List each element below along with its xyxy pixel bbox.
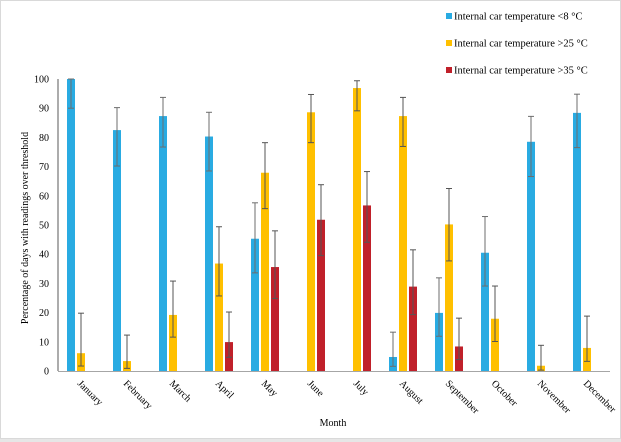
- x-tick-label: March: [167, 378, 193, 404]
- x-tick-label: April: [213, 378, 236, 401]
- x-tick-label: September: [443, 378, 481, 416]
- legend: Internal car temperature <8 °C Internal c…: [446, 12, 588, 77]
- bar-0-november: [527, 141, 535, 371]
- y-tick-label: 0: [44, 367, 49, 378]
- x-tick-label: February: [121, 378, 154, 411]
- y-tick-label: 20: [39, 308, 49, 319]
- x-tick-label: May: [259, 378, 280, 399]
- y-tick-label: 30: [39, 279, 49, 290]
- y-tick-label: 10: [39, 337, 49, 348]
- bars-layer: [67, 79, 591, 372]
- x-tick-label: December: [581, 378, 618, 415]
- x-tick-label: June: [305, 378, 326, 399]
- x-axis: January February March April May June July Augu…: [58, 371, 618, 417]
- bar-1-may: [261, 172, 269, 371]
- legend-label-2: Internal car temperature >35 °C: [454, 66, 588, 77]
- y-tick-label: 90: [39, 104, 49, 115]
- bar-2-august: [409, 286, 417, 371]
- y-tick-label: 60: [39, 191, 49, 202]
- bar-1-march: [169, 314, 177, 371]
- legend-swatch-1: [446, 40, 452, 46]
- x-tick-label: July: [351, 378, 371, 398]
- bar-1-july: [353, 88, 361, 371]
- y-tick-label: 40: [39, 250, 49, 261]
- bar-1-june: [307, 112, 315, 372]
- legend-swatch-2: [446, 67, 452, 73]
- bar-0-february: [113, 130, 121, 371]
- y-tick-label: 70: [39, 162, 49, 173]
- error-bars-layer: [68, 78, 590, 371]
- legend-label-0: Internal car temperature <8 °C: [454, 12, 582, 23]
- y-tick-label: 100: [34, 75, 49, 86]
- x-tick-label: November: [535, 378, 573, 416]
- x-tick-label: October: [489, 378, 520, 409]
- x-tick-label: August: [397, 378, 425, 406]
- bar-0-december: [573, 112, 581, 371]
- bar-0-january: [67, 79, 75, 371]
- y-axis: 0 10 20 30 40 50 60 70 80 90 100: [34, 75, 59, 378]
- y-axis-title: Percentage of days with readings over th…: [20, 132, 31, 324]
- bar-1-october: [491, 318, 499, 371]
- bar-1-april: [215, 263, 223, 371]
- x-tick-label: January: [75, 378, 105, 408]
- bar-0-october: [481, 252, 489, 371]
- bar-0-march: [159, 116, 167, 371]
- bar-1-august: [399, 116, 407, 371]
- bar-0-april: [205, 136, 213, 371]
- bar-0-september: [435, 312, 443, 371]
- x-axis-title: Month: [320, 418, 347, 429]
- bar-0-may: [251, 238, 259, 371]
- bar-1-september: [445, 224, 453, 371]
- y-tick-label: 50: [39, 221, 49, 232]
- y-tick-label: 80: [39, 133, 49, 144]
- bar-2-june: [317, 219, 325, 371]
- legend-swatch-0: [446, 13, 452, 19]
- bar-2-july: [363, 205, 371, 371]
- bar-2-may: [271, 267, 279, 371]
- legend-label-1: Internal car temperature >25 °C: [454, 39, 588, 50]
